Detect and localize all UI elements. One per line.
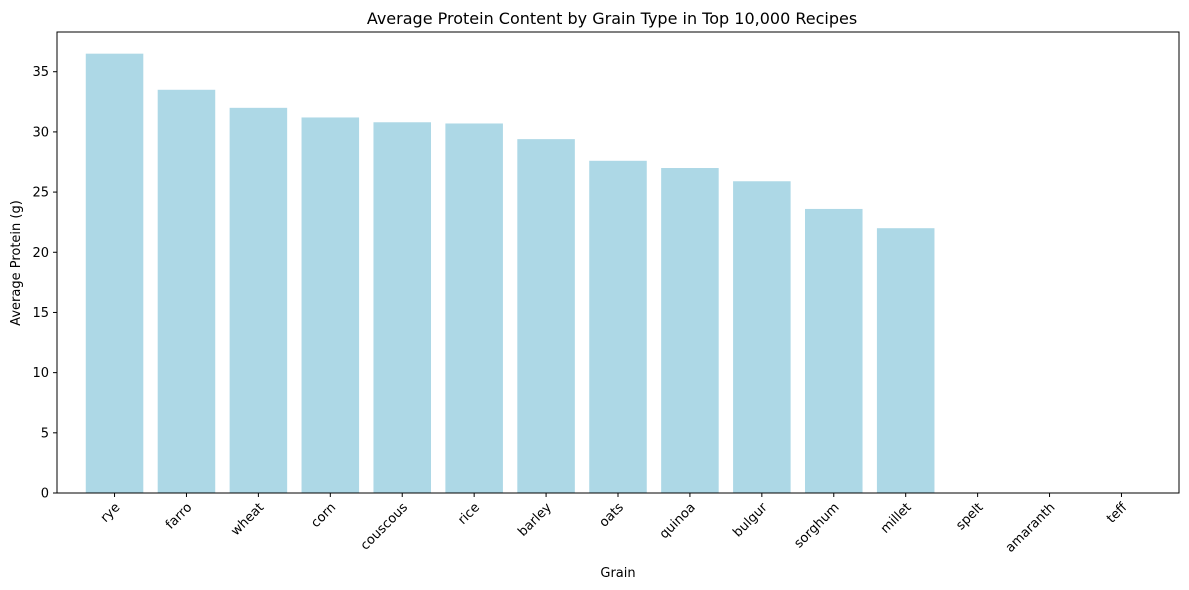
x-tick-label-rice: rice (455, 500, 483, 528)
y-tick-label: 25 (32, 186, 49, 201)
x-tick-label-barley: barley (515, 500, 555, 540)
y-tick-label: 35 (32, 65, 49, 80)
x-tick-label-couscous: couscous (358, 500, 411, 553)
bar-couscous (373, 122, 431, 494)
x-tick-label-millet: millet (878, 500, 914, 536)
chart-title: Average Protein Content by Grain Type in… (367, 9, 857, 28)
bar-rye (85, 53, 144, 494)
x-tick-label-wheat: wheat (228, 500, 267, 539)
bar-corn (301, 117, 360, 494)
x-tick-label-spelt: spelt (953, 500, 986, 533)
bars-group (85, 53, 935, 494)
y-tick-label: 20 (32, 246, 49, 261)
x-tick-label-sorghum: sorghum (792, 500, 843, 551)
bar-sorghum (805, 208, 863, 493)
x-tick-label-amaranth: amaranth (1003, 500, 1058, 555)
bar-bulgur (733, 181, 791, 493)
x-tick-label-corn: corn (308, 500, 339, 531)
y-axis-label: Average Protein (g) (9, 200, 24, 326)
x-tick-label-quinoa: quinoa (657, 500, 699, 542)
bar-quinoa (661, 168, 719, 493)
y-tick-label: 10 (32, 366, 49, 381)
bar-oats (589, 160, 647, 494)
x-tick-label-teff: teff (1104, 499, 1131, 526)
bar-millet (876, 228, 935, 493)
y-tick-label: 30 (32, 125, 49, 140)
x-tick-label-rye: rye (98, 500, 123, 525)
bar-rice (445, 123, 503, 493)
y-tick-label: 5 (41, 426, 49, 441)
bar-wheat (229, 107, 288, 493)
y-tick-label: 15 (32, 306, 49, 321)
bar-farro (157, 89, 216, 493)
x-tick-label-oats: oats (597, 500, 627, 530)
bar-barley (517, 139, 575, 493)
x-tick-label-bulgur: bulgur (730, 500, 771, 541)
x-tick-label-farro: farro (163, 500, 195, 532)
x-axis-label: Grain (600, 566, 635, 581)
y-tick-label: 0 (41, 487, 49, 502)
